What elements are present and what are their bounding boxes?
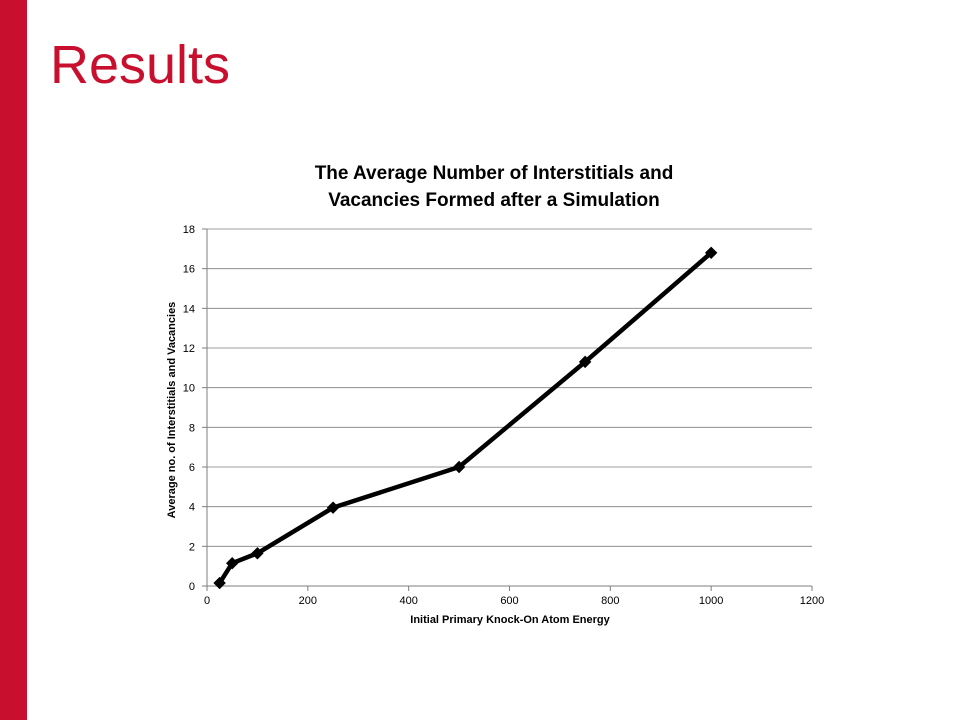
data-point	[578, 355, 592, 369]
y-tick-label: 6	[189, 462, 195, 474]
y-tick-label: 14	[183, 303, 195, 315]
series-line	[217, 250, 714, 586]
chart-title: The Average Number of Interstitials and V…	[315, 163, 674, 211]
x-tick-labels: 0 200 400 600 800 1000 1200	[204, 595, 824, 607]
y-tick-label: 18	[183, 224, 195, 236]
x-tick-label: 400	[399, 595, 417, 607]
x-tick-label: 1000	[699, 595, 723, 607]
x-tick-label: 200	[299, 595, 317, 607]
data-point	[213, 576, 226, 590]
chart-series	[213, 246, 718, 590]
y-tick-label: 4	[189, 502, 195, 514]
y-tick-label: 10	[183, 383, 195, 395]
y-tick-label: 16	[183, 264, 195, 276]
chart-title-line-1: The Average Number of Interstitials and	[315, 163, 674, 184]
chart-title-line-2: Vacancies Formed after a Simulation	[328, 190, 660, 211]
x-tick-label: 1200	[800, 595, 824, 607]
x-tick-label: 800	[601, 595, 619, 607]
x-tick-label: 0	[204, 595, 210, 607]
y-tick-label: 8	[189, 422, 195, 434]
chart-axes	[202, 228, 813, 591]
accent-bar	[0, 0, 27, 720]
slide-title: Results	[50, 35, 231, 95]
chart-gridlines	[207, 228, 812, 547]
y-axis-label: Average no. of Interstitials and Vacanci…	[166, 302, 178, 519]
data-point	[452, 460, 466, 474]
y-tick-label: 0	[189, 581, 195, 593]
y-tick-label: 2	[189, 541, 195, 553]
y-tick-label: 12	[183, 343, 195, 355]
data-point	[226, 556, 239, 570]
x-axis-label: Initial Primary Knock-On Atom Energy	[410, 614, 610, 626]
data-point	[704, 246, 718, 260]
x-tick-label: 600	[500, 595, 518, 607]
y-tick-labels: 0 2 4 6 8 10 12 14 16 18	[183, 224, 195, 593]
data-point	[326, 501, 340, 514]
data-point	[251, 547, 264, 560]
